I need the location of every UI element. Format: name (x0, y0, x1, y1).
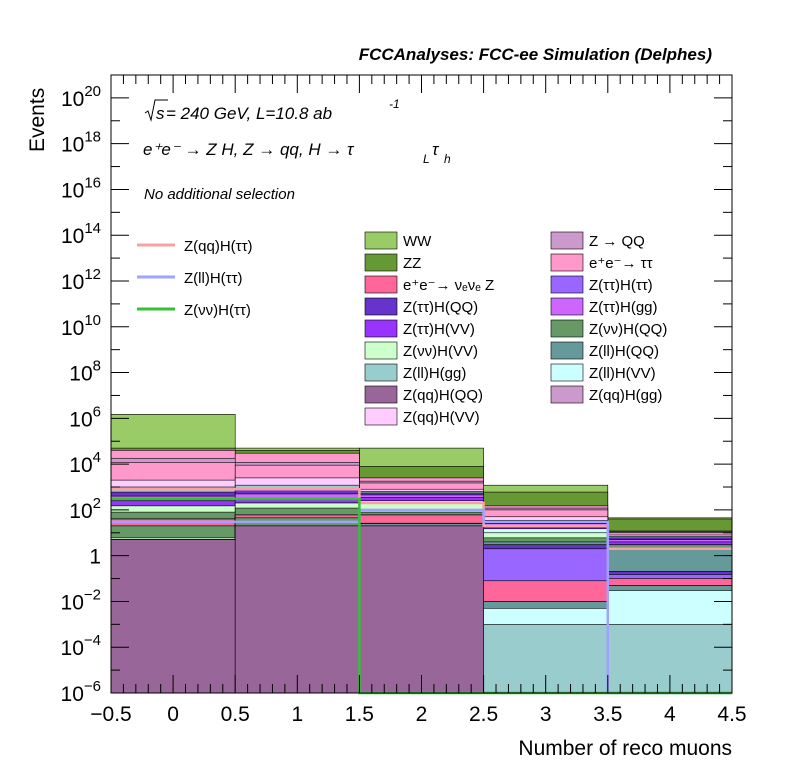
background-legend: WW Z → QQ ZZ e⁺e⁻→ ττ e⁺e⁻→ νₑνₑ Z Z(ττ)H(ττ)… (364, 231, 667, 426)
x-tick-label-9: 4 (664, 703, 676, 726)
annotation-energy-text: = 240 GeV, L=10.8 ab (166, 104, 332, 123)
y-tick-label-4: 106 (69, 403, 101, 431)
background-legend-label-13: Z(ll)H(VV) (589, 365, 656, 382)
x-tick-label-2: 0.5 (221, 703, 250, 726)
annotation-lumi-exponent: -1 (389, 97, 400, 111)
x-tick-label-8: 3.5 (593, 703, 622, 726)
y-tick-label-1: 10−4 (61, 632, 101, 660)
chart-title: FCCAnalyses: FCC-ee Simulation (Delphes) (359, 45, 713, 64)
signal-legend-label-0: Z(qq)H(ττ) (184, 238, 253, 255)
background-legend-label-16: Z(qq)H(VV) (403, 409, 480, 426)
signal-legend: Z(qq)H(ττ) Z(ll)H(ττ) Z(νν)H(ττ) (137, 238, 253, 319)
background-legend-label-12: Z(ll)H(gg) (403, 365, 466, 382)
background-legend-label-15: Z(qq)H(gg) (589, 387, 662, 404)
background-legend-swatch-8 (364, 319, 398, 338)
background-legend-label-8: Z(ττ)H(VV) (403, 321, 475, 338)
annotation-sqrt-s: s (156, 104, 165, 123)
x-tick-label-5: 2 (416, 703, 428, 726)
signal-legend-label-2: Z(νν)H(ττ) (184, 302, 251, 319)
annotation-selection: No additional selection (144, 186, 295, 203)
background-legend-label-14: Z(qq)H(QQ) (403, 387, 483, 404)
annotation-energy: s = 240 GeV, L=10.8 ab -1 (144, 97, 400, 123)
x-axis: −0.5 0 0.5 1 1.5 2 2.5 3 3.5 4 4.5 (90, 75, 747, 726)
x-tick-label-3: 1 (291, 703, 303, 726)
y-tick-label-2: 10−2 (61, 586, 101, 614)
background-legend-label-6: Z(ττ)H(QQ) (403, 299, 478, 316)
y-tick-label-100: 102 (69, 495, 101, 523)
background-legend-swatch-13 (550, 363, 584, 382)
background-legend-label-4: e⁺e⁻→ νₑνₑ Z (403, 277, 494, 294)
y-tick-label-6: 1010 (61, 312, 101, 340)
x-tick-label-10: 4.5 (717, 703, 746, 726)
background-legend-label-11: Z(ll)H(QQ) (589, 343, 659, 360)
background-legend-swatch-7 (550, 297, 584, 316)
signal-line-1 (111, 508, 732, 695)
annotation-process: e⁺e⁻ → Z H, Z → qq, H → τ L τ h (143, 140, 451, 166)
background-legend-label-5: Z(ττ)H(ττ) (589, 277, 653, 294)
background-legend-swatch-15 (550, 385, 584, 404)
background-legend-swatch-5 (550, 275, 584, 294)
annotation-process-sub2: h (444, 152, 451, 166)
background-legend-label-3: e⁺e⁻→ ττ (589, 255, 653, 272)
annotation-process-text: e⁺e⁻ → Z H, Z → qq, H → τ (143, 140, 355, 159)
y-tick-label-1: 1 (89, 546, 101, 569)
background-legend-swatch-10 (364, 341, 398, 360)
y-tick-label-7: 1012 (61, 266, 101, 294)
bar-0-2 (359, 525, 484, 694)
y-tick-label-0: 10−6 (61, 678, 101, 706)
y-tick-label-9: 1016 (61, 174, 101, 202)
signal-legend-label-1: Z(ll)H(ττ) (184, 270, 243, 287)
y-tick-label-11: 1020 (61, 83, 101, 111)
bar-0-1 (234, 525, 360, 694)
y-axis: 10−6 10−4 10−2 104 106 108 1010 1012 1014 1016 101… (61, 74, 732, 706)
background-legend-label-2: ZZ (403, 255, 421, 272)
stacked-bars (110, 414, 733, 694)
annotation-process-tau-h: τ (432, 140, 440, 159)
background-legend-swatch-2 (364, 253, 398, 272)
background-legend-label-10: Z(νν)H(VV) (403, 343, 478, 360)
x-tick-label-0: −0.5 (90, 703, 131, 726)
background-legend-swatch-0 (364, 231, 398, 250)
background-legend-swatch-4 (364, 275, 398, 294)
x-axis-label: Number of reco muons (518, 737, 732, 760)
background-legend-swatch-11 (550, 341, 584, 360)
background-legend-swatch-9 (550, 319, 584, 338)
x-tick-label-1: 0 (167, 703, 179, 726)
x-tick-label-6: 2.5 (469, 703, 498, 726)
background-legend-swatch-12 (364, 363, 398, 382)
background-legend-label-9: Z(νν)H(QQ) (589, 321, 667, 338)
background-legend-swatch-16 (364, 407, 398, 426)
background-legend-swatch-1 (550, 231, 584, 250)
y-tick-label-3: 104 (69, 449, 101, 477)
bar-0-0 (110, 539, 236, 694)
background-legend-label-1: Z → QQ (589, 233, 645, 250)
background-legend-swatch-14 (364, 385, 398, 404)
background-legend-swatch-6 (364, 297, 398, 316)
y-tick-label-10: 1018 (61, 129, 101, 157)
background-legend-label-0: WW (403, 233, 432, 250)
y-axis-label: Events (26, 88, 49, 152)
y-tick-label-5: 108 (69, 358, 101, 386)
background-legend-swatch-3 (550, 253, 584, 272)
x-tick-label-4: 1.5 (345, 703, 374, 726)
background-legend-label-7: Z(ττ)H(gg) (589, 299, 658, 316)
y-tick-label-8: 1014 (61, 220, 101, 248)
x-tick-label-7: 3 (540, 703, 552, 726)
annotation-process-sub1: L (423, 152, 430, 166)
